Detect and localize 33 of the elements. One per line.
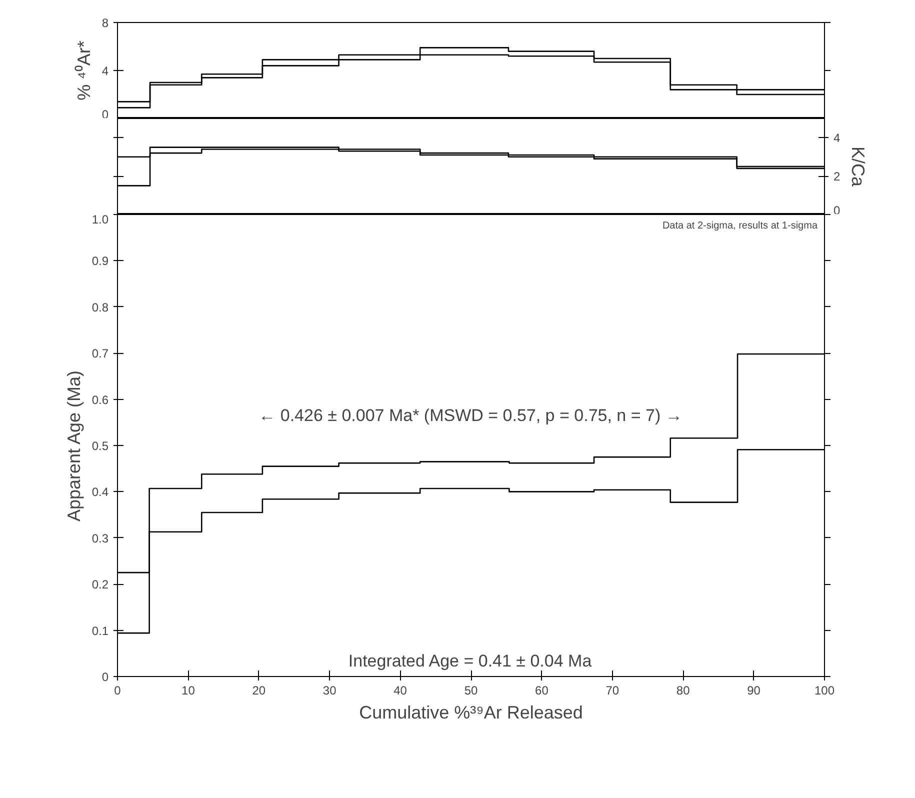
y-tick-label: 0.5 <box>92 439 109 453</box>
y-tick-label: 0.6 <box>92 392 109 407</box>
y-tick-label: 0.3 <box>92 531 109 546</box>
y2-tick-label: 2 <box>834 170 840 184</box>
annotation: ← 0.426 ± 0.007 Ma* (MSWD = 0.57, p = 0.75, n = 7) → <box>258 406 682 425</box>
annotation: Integrated Age = 0.41 ± 0.04 Ma <box>348 652 592 670</box>
x-tick-label: 10 <box>182 684 196 698</box>
y-tick-label: 0.4 <box>92 485 109 500</box>
y2-tick-label: 4 <box>834 131 840 146</box>
y-tick-label: 0.7 <box>92 346 109 361</box>
y-tick-label: 0.8 <box>92 300 109 314</box>
y-tick-label: 8 <box>102 16 109 30</box>
x-tick-label: 60 <box>535 684 549 698</box>
y-tick-label: 0.9 <box>92 254 109 268</box>
x-tick-label: 100 <box>814 684 835 698</box>
x-tick-label: 0 <box>114 684 122 698</box>
annotation: Data at 2-sigma, results at 1-sigma <box>662 220 818 232</box>
x-tick-label: 20 <box>252 684 266 698</box>
y-tick-label: 0.2 <box>92 578 109 592</box>
x-axis-title: Cumulative %³⁹Ar Released <box>359 702 583 722</box>
x-tick-label: 70 <box>606 684 620 698</box>
x-tick-label: 30 <box>322 684 337 698</box>
x-tick-label: 90 <box>747 684 761 698</box>
y-axis-title: % ⁴⁰Ar* <box>74 40 94 100</box>
y-tick-label: 0 <box>102 670 109 684</box>
x-tick-label: 80 <box>676 684 690 698</box>
y-tick-label: 0.1 <box>92 624 109 638</box>
y-tick-label: 1.0 <box>92 212 109 226</box>
y2-axis-title: K/Ca <box>848 146 868 188</box>
x-tick-label: 40 <box>394 684 408 698</box>
y-axis-title: Apparent Age (Ma) <box>64 370 84 522</box>
y-tick-label: 4 <box>102 64 109 78</box>
x-tick-label: 50 <box>464 684 478 698</box>
